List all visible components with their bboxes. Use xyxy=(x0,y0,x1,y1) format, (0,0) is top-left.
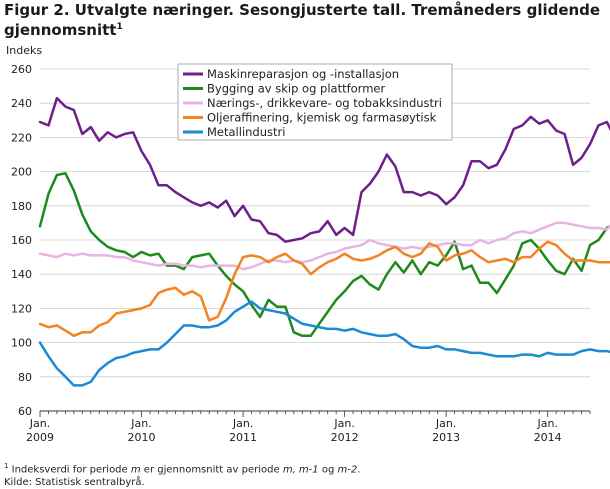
x-tick-label: Jan. xyxy=(536,417,557,430)
y-tick-label: 180 xyxy=(11,200,32,213)
y-axis-label: Indeks xyxy=(6,44,43,57)
x-tick-label: Jan. xyxy=(333,417,354,430)
series-line xyxy=(38,300,610,387)
x-tick-label: Jan. xyxy=(29,417,50,430)
chart-title-line1: Figur 2. Utvalgte næringer. Sesongjuster… xyxy=(4,1,601,19)
x-tick-label: Jan. xyxy=(130,417,151,430)
source-text: Kilde: Statistisk sentralbyrå. xyxy=(4,477,145,489)
y-tick-label: 140 xyxy=(11,268,32,281)
y-tick-label: 60 xyxy=(18,405,32,418)
y-tick-label: 160 xyxy=(11,234,32,247)
series-line xyxy=(38,240,610,338)
series-lines xyxy=(38,96,610,387)
x-tick-label: Jan. xyxy=(232,417,253,430)
series-line xyxy=(38,221,610,271)
x-tick-label: Jan. xyxy=(435,417,456,430)
x-tick-year: 2009 xyxy=(26,431,54,444)
footnote-var: m-2 xyxy=(337,464,358,476)
legend-label: Metallindustri xyxy=(207,125,285,139)
footnote-text: 1 Indeksverdi for periode m er gjennomsn… xyxy=(4,460,360,476)
x-tick-labels: Jan.2009Jan.2010Jan.2011Jan.2012Jan.2013… xyxy=(26,411,591,444)
footnote-part: er gjennomsnitt av periode xyxy=(140,464,283,476)
series-line xyxy=(38,96,610,243)
x-tick-year: 2012 xyxy=(331,431,359,444)
footnote-var: m, m-1 xyxy=(282,464,319,476)
x-tick-year: 2011 xyxy=(229,431,257,444)
legend-label: Maskinreparasjon og -installasjon xyxy=(207,67,399,81)
title-footnote-mark: 1 xyxy=(116,22,123,32)
legend-label: Oljeraffinering, kjemisk og farmasøytisk xyxy=(207,111,437,125)
y-tick-label: 220 xyxy=(11,131,32,144)
x-tick-year: 2013 xyxy=(432,431,460,444)
y-tick-label: 100 xyxy=(11,337,32,350)
chart-title-line2: gjennomsnitt xyxy=(4,21,117,39)
y-tick-label: 80 xyxy=(18,371,32,384)
legend: Maskinreparasjon og -installasjonBygging… xyxy=(177,63,453,141)
y-tick-label: 260 xyxy=(11,63,32,76)
y-tick-labels: 60 80 100 120 140 160 180 200 220 240 260 xyxy=(11,63,32,418)
legend-label: Bygging av skip og plattformer xyxy=(207,82,385,96)
x-tick-year: 2010 xyxy=(128,431,156,444)
footnote-var: m xyxy=(130,464,141,476)
x-tick-year: 2014 xyxy=(534,431,562,444)
legend-label: Nærings-, drikkevare- og tobakksindustri xyxy=(207,96,442,110)
y-tick-label: 200 xyxy=(11,166,32,179)
footnote-mark: 1 xyxy=(4,462,9,470)
series-line xyxy=(38,172,610,338)
footnote: 1 Indeksverdi for periode m er gjennomsn… xyxy=(4,460,360,489)
footnote-part: . xyxy=(357,464,361,476)
chart-title: Figur 2. Utvalgte næringer. Sesongjuster… xyxy=(4,2,604,39)
footnote-part: Indeksverdi for periode xyxy=(8,464,131,476)
footnote-part: og xyxy=(318,464,338,476)
y-tick-label: 240 xyxy=(11,97,32,110)
legend-box xyxy=(177,63,453,141)
y-tick-label: 120 xyxy=(11,302,32,315)
